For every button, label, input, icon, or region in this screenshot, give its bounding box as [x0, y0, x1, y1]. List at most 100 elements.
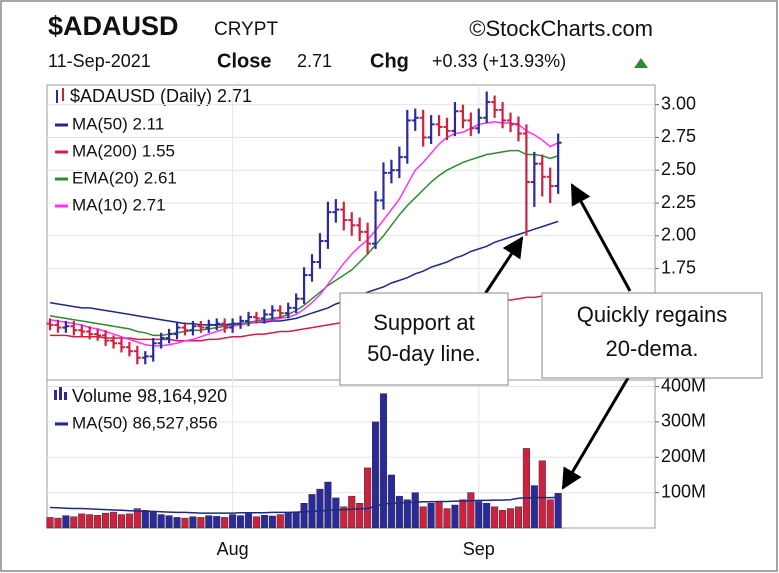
y-tick-label: 200M [661, 446, 706, 466]
legend-entry: MA(10) 2.71 [72, 195, 166, 214]
volume-bar [300, 502, 308, 529]
volume-bar [499, 510, 507, 529]
volume-bar [443, 508, 451, 529]
volume-bar [332, 497, 340, 529]
volume-bar [78, 513, 86, 529]
legend-entry: MA(50) 2.11 [72, 114, 164, 133]
volume-bar [403, 499, 411, 529]
x-tick-label: Aug [217, 539, 249, 559]
x-tick-label: Sep [463, 539, 495, 559]
ma-line [49, 120, 559, 347]
legend-entry: MA(200) 1.55 [72, 141, 175, 160]
volume-bar [229, 514, 237, 529]
volume-icon [54, 386, 67, 400]
volume-bar [292, 511, 300, 529]
volume-bar [157, 514, 165, 529]
y-tick-label: 2.50 [661, 159, 696, 179]
volume-legend: Volume 98,164,920 [72, 386, 227, 406]
change: +0.33 (+13.93%) [432, 51, 566, 71]
volume-bar [181, 517, 189, 529]
volume-bar [324, 481, 332, 529]
volume-bar [165, 515, 173, 529]
volume-bar [197, 517, 205, 529]
volume-bar [70, 516, 78, 529]
volume-bar [530, 485, 538, 529]
volume-bar [62, 515, 70, 529]
volume-bar [379, 393, 388, 529]
close-label: Close [217, 50, 271, 72]
volume-bar [237, 515, 245, 529]
ma-line [49, 149, 559, 337]
date: 11-Sep-2021 [48, 51, 151, 71]
volume-bar [538, 460, 546, 529]
volume-bar [46, 517, 54, 529]
chart-title: $ADAUSD [48, 11, 179, 41]
y-tick-label: 2.25 [661, 192, 696, 212]
up-triangle [634, 58, 648, 68]
volume-bar [364, 467, 372, 529]
legend-icon [56, 88, 64, 103]
chg-label: Chg [370, 50, 409, 72]
volume-bar [94, 515, 102, 529]
volume-bar [356, 502, 364, 529]
volume-bar [483, 502, 491, 529]
price-legend: $ADAUSD (Daily) 2.71 [70, 86, 252, 106]
volume-bar [102, 512, 110, 529]
volume-bar [276, 514, 284, 529]
close-value: 2.71 [297, 51, 332, 71]
y-tick-label: 100M [661, 481, 706, 501]
volume-bar [340, 506, 348, 529]
annotations: Support at 50-day line. Quickly regains … [339, 183, 763, 490]
arrow [561, 377, 630, 490]
volume-bar [205, 515, 213, 529]
y-tick-label: 1.75 [661, 257, 696, 277]
volume-bar [554, 493, 562, 529]
volume-bar [268, 515, 276, 529]
exchange: CRYPT [214, 19, 278, 40]
y-tick-label: 3.00 [661, 93, 696, 113]
volume-bar [491, 506, 499, 529]
arrow [570, 183, 632, 292]
volume-bar [459, 499, 467, 529]
plot: 1.75 2.00 2.25 2.50 2.75 3.00 100M 200M 300M 400M… [46, 85, 706, 559]
y-tick-label: 300M [661, 411, 706, 431]
volume-bar [244, 513, 253, 529]
arrow [483, 236, 524, 295]
volume-bar [348, 495, 356, 529]
volume-ma-line [49, 496, 559, 514]
volume-bar [522, 448, 530, 529]
volume-bar [387, 474, 395, 529]
volume-bar [427, 502, 435, 529]
annotation-text: Support at [373, 310, 475, 335]
annotation-text: 20-dema. [606, 336, 699, 361]
volume-bar [506, 508, 515, 529]
volume-bar [213, 516, 221, 529]
source: ©StockCharts.com [469, 16, 653, 41]
volume-bar [133, 508, 141, 529]
volume-bar [395, 495, 403, 529]
legend-entry: MA(50) 86,527,856 [72, 413, 218, 432]
volume-bar [284, 512, 292, 529]
volume-bar [467, 492, 475, 529]
volume-bar [125, 513, 133, 529]
volume-bar [260, 515, 268, 529]
volume-bar [117, 514, 126, 529]
volume-bar [149, 511, 157, 529]
volume-bar [435, 501, 443, 529]
volume-bar [371, 421, 380, 529]
y-tick-label: 2.75 [661, 126, 696, 146]
ma-line [49, 220, 559, 326]
annotation-box [541, 292, 763, 379]
annotation-text: Quickly regains [577, 302, 727, 327]
volume-bar [316, 488, 324, 529]
volume-bar [514, 506, 523, 529]
legend-entry: EMA(20) 2.61 [72, 168, 177, 187]
volume-bar [189, 516, 197, 529]
annotation-box [339, 292, 509, 386]
annotation-text: 50-day line. [367, 341, 481, 366]
volume-bar [109, 511, 118, 529]
volume-bar [86, 514, 94, 529]
volume-bar [173, 517, 181, 529]
